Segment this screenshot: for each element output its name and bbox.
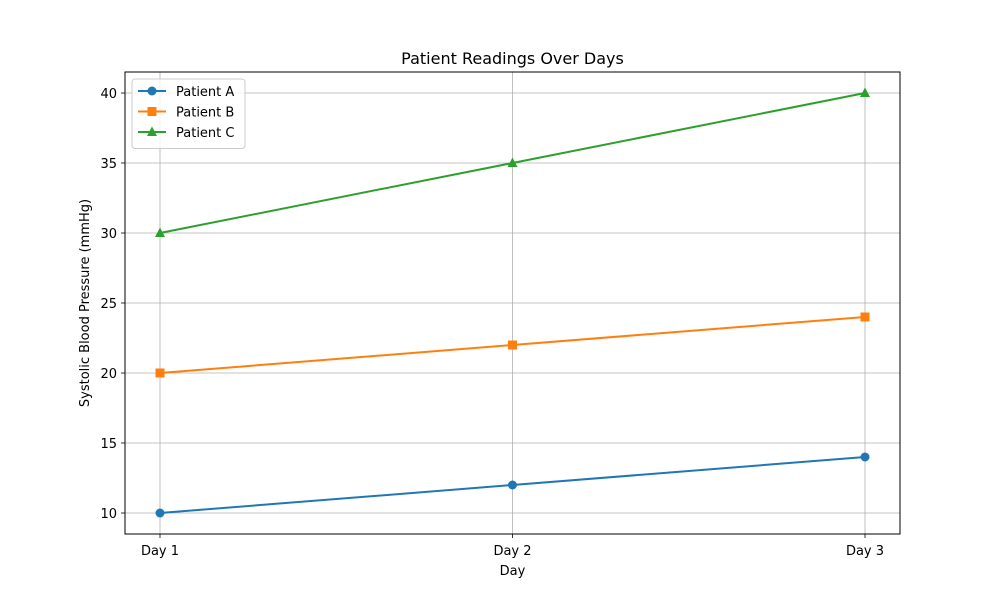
- legend-marker: [147, 107, 157, 116]
- data-point: [860, 87, 870, 97]
- legend-item: Patient C: [138, 126, 234, 141]
- x-tick-label: Day 2: [493, 544, 531, 559]
- legend-label: Patient C: [176, 126, 234, 141]
- y-axis: 10 15 20 25 30 35 40: [100, 87, 125, 522]
- legend-marker: [147, 126, 157, 136]
- legend-marker: [147, 86, 157, 96]
- series-layer: [155, 87, 870, 518]
- y-axis-label: Systolic Blood Pressure (mmHg): [78, 199, 93, 407]
- series-c: [155, 87, 870, 237]
- series-a: [155, 452, 870, 518]
- y-tick-label: 10: [100, 507, 117, 522]
- chart-title: Patient Readings Over Days: [401, 49, 624, 68]
- data-point: [155, 368, 165, 378]
- data-point: [155, 508, 165, 518]
- x-tick-label: Day 1: [141, 544, 179, 559]
- legend-label: Patient A: [176, 85, 234, 100]
- y-tick-label: 15: [100, 437, 117, 452]
- legend: Patient A Patient B Patient C: [131, 78, 246, 149]
- x-axis-label: Day: [500, 564, 526, 579]
- data-point: [507, 157, 518, 167]
- y-tick-label: 40: [100, 87, 117, 102]
- series-b: [155, 312, 870, 378]
- y-tick-label: 35: [100, 157, 117, 172]
- x-tick-label: Day 3: [846, 544, 884, 559]
- data-point: [155, 227, 165, 237]
- data-point: [860, 312, 870, 322]
- legend-item: Patient B: [138, 106, 234, 121]
- data-point: [508, 480, 517, 490]
- y-tick-label: 30: [100, 227, 117, 242]
- data-point: [860, 452, 870, 462]
- grid-lines: [125, 72, 900, 534]
- y-tick-label: 20: [100, 367, 117, 382]
- data-point: [508, 340, 517, 350]
- legend-label: Patient B: [176, 106, 234, 121]
- legend-item: Patient A: [138, 85, 234, 100]
- x-axis: Day 1 Day 2 Day 3: [141, 534, 884, 559]
- y-tick-label: 25: [100, 297, 117, 312]
